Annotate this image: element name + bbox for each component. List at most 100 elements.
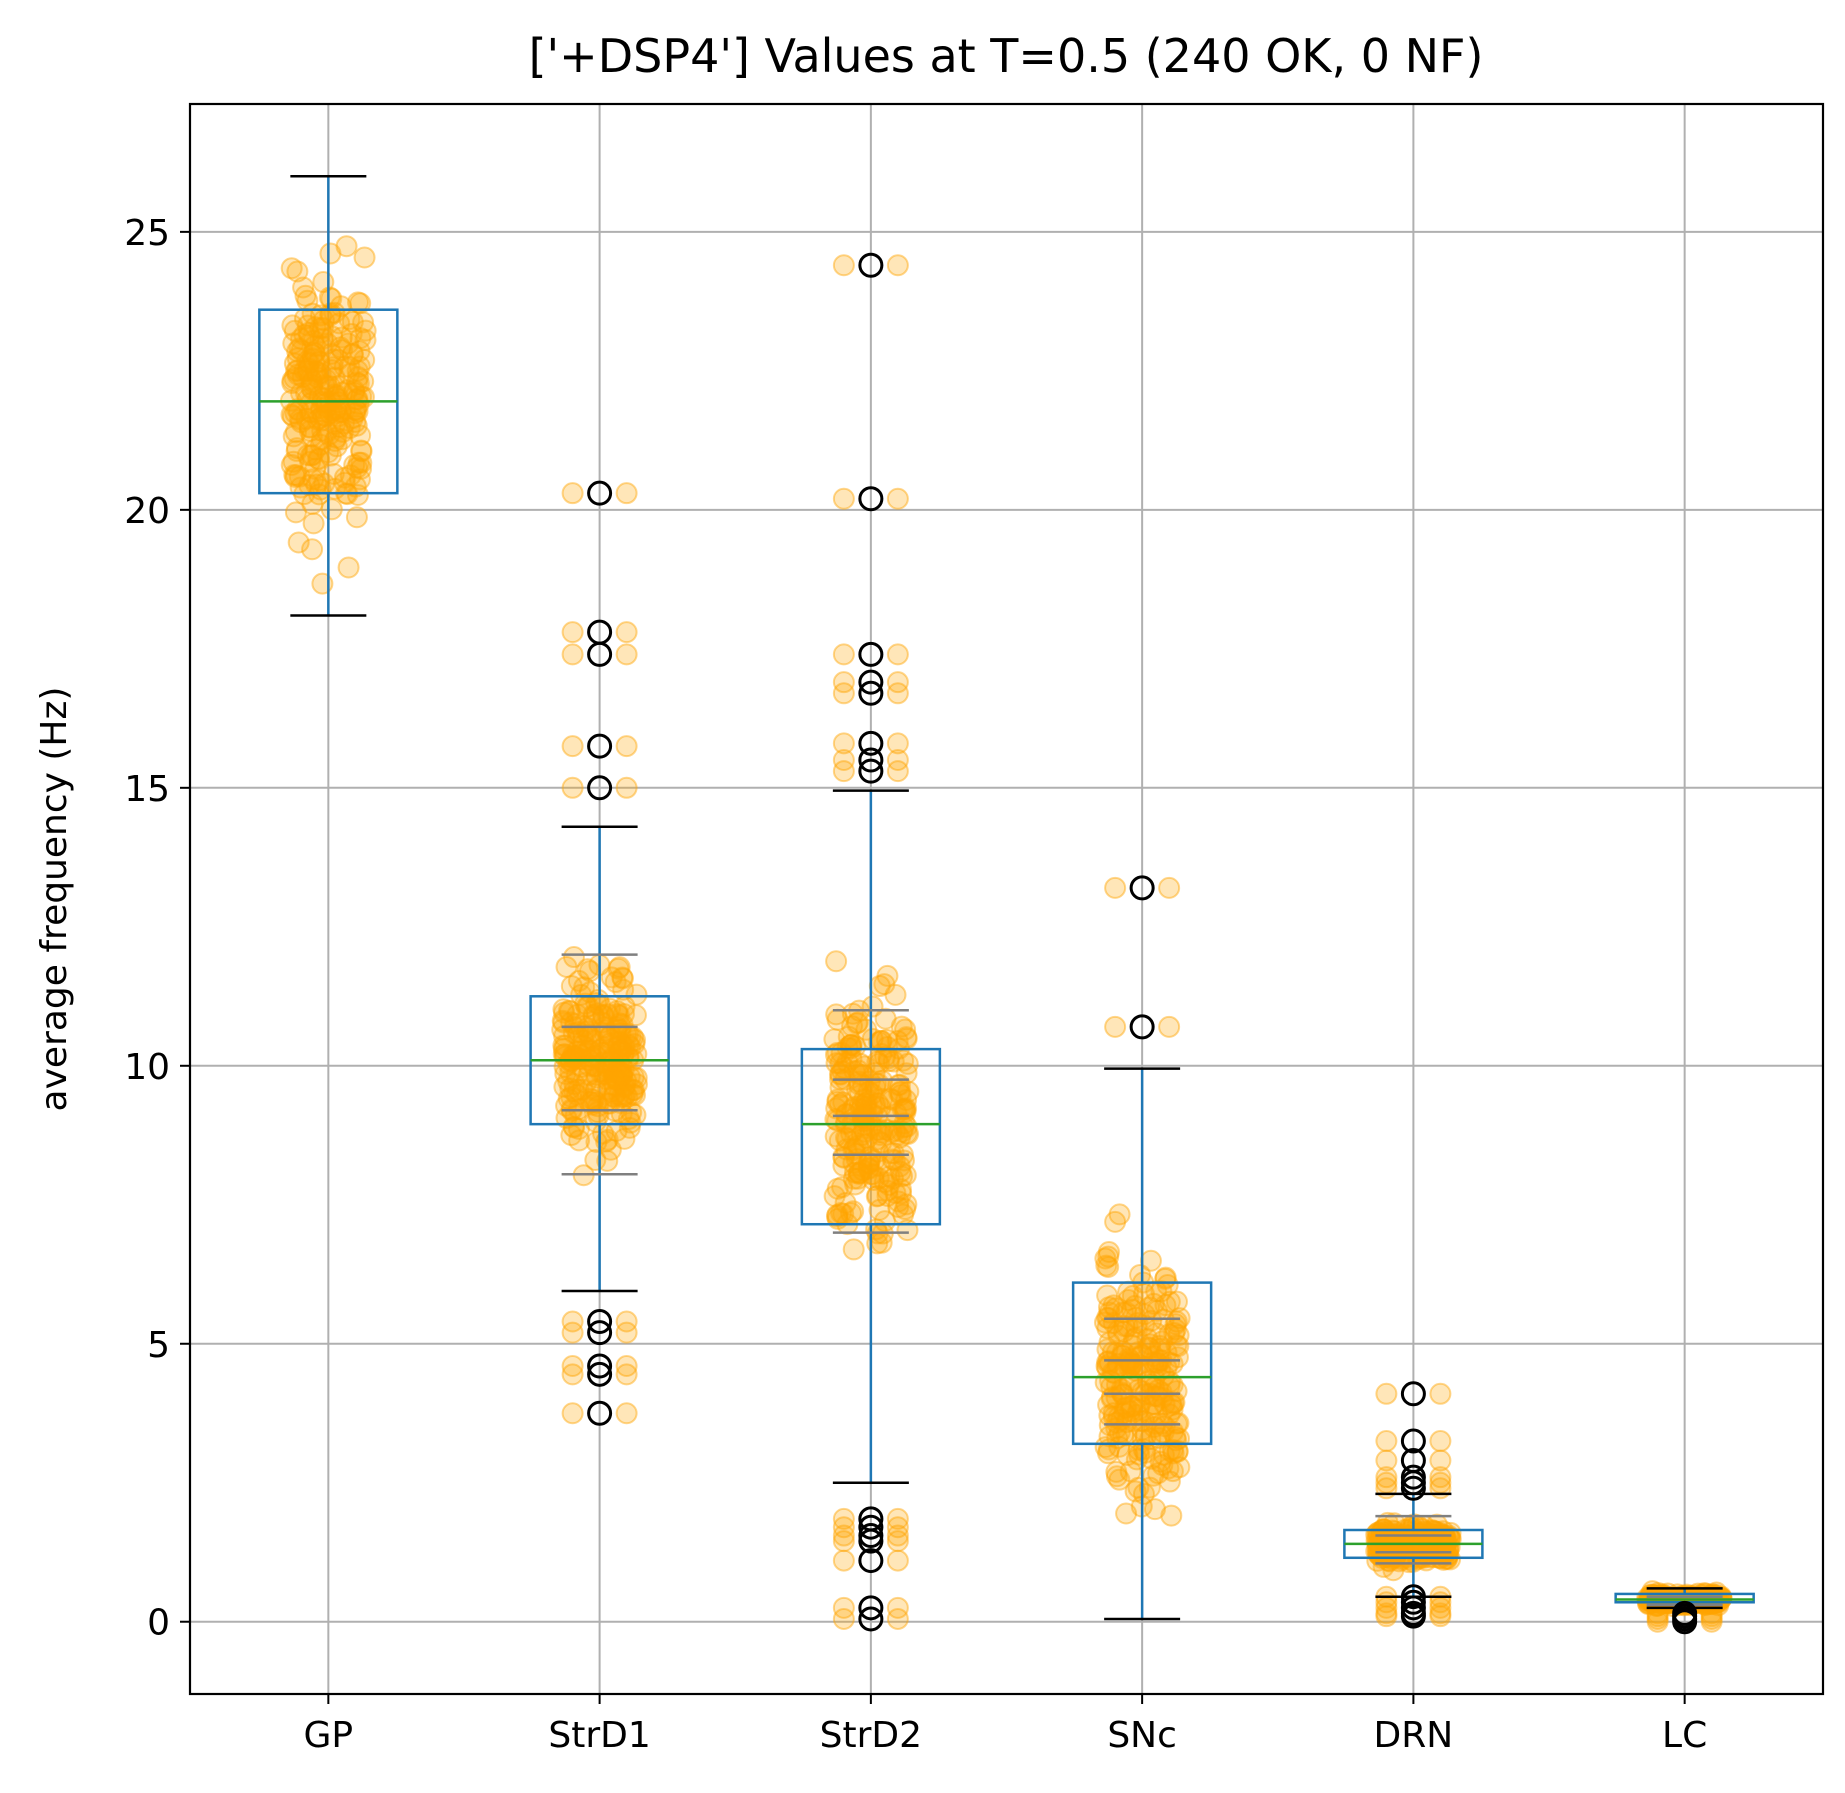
jitter-point [311, 386, 334, 409]
jitter-point [881, 1167, 904, 1190]
jitter-point [1147, 1379, 1170, 1402]
jitter-point [608, 1018, 631, 1041]
jitter-point [559, 1000, 582, 1023]
jitter-point [1096, 1284, 1119, 1307]
jitter-point [1374, 1521, 1397, 1544]
jitter-point [348, 468, 371, 491]
jitter-point [865, 1128, 888, 1151]
jitter-point [1117, 1288, 1140, 1311]
jitter-point [1429, 1449, 1452, 1472]
jitter-point [352, 311, 375, 334]
jitter-point [615, 1321, 638, 1344]
jitter-point [603, 1083, 626, 1106]
jitter-point [609, 1022, 632, 1045]
jitter-point [1163, 1391, 1186, 1414]
jitter-point [620, 1101, 643, 1124]
jitter-point [1097, 1245, 1120, 1268]
jitter-point [1097, 1438, 1120, 1461]
jitter-point [319, 444, 342, 467]
jitter-point [1142, 1292, 1165, 1315]
jitter-point [825, 1097, 848, 1120]
outlier-point [858, 252, 884, 278]
jitter-point [842, 1238, 865, 1261]
jitter-point [594, 1019, 617, 1042]
iqr-box [800, 1047, 942, 1226]
jitter-point [1146, 1299, 1169, 1322]
jitter-point [305, 360, 328, 383]
jitter-point [1131, 1380, 1154, 1403]
jitter-point [354, 319, 377, 342]
jitter-point [832, 682, 855, 705]
jitter-point [606, 1035, 629, 1058]
jitter-point [592, 1003, 615, 1026]
jitter-point [318, 375, 341, 398]
jitter-point [318, 423, 341, 446]
jitter-point [572, 1023, 595, 1046]
jitter-point [1157, 1457, 1180, 1480]
plot-frame [188, 102, 1825, 1696]
jitter-point [555, 955, 578, 978]
jitter-point [1165, 1334, 1188, 1357]
jitter-point [296, 360, 319, 383]
jitter-point [835, 1111, 858, 1134]
jitter-point [585, 1066, 608, 1089]
jitter-point [352, 370, 375, 393]
jitter-point [843, 1060, 866, 1083]
jitter-point [289, 408, 312, 431]
jitter-point [895, 1097, 918, 1120]
jitter-point [892, 1149, 915, 1172]
jitter-point [564, 1012, 587, 1035]
jitter-point [287, 531, 310, 554]
jitter-point [614, 1069, 637, 1092]
jitter-point [318, 286, 341, 309]
jitter-point [300, 444, 323, 467]
jitter-point [832, 1516, 855, 1539]
jitter-point [1107, 1352, 1130, 1375]
jitter-point [600, 1080, 623, 1103]
jitter-point [1167, 1324, 1190, 1347]
jitter-point [879, 1142, 902, 1165]
jitter-point [1161, 1352, 1184, 1375]
jitter-point [562, 1115, 585, 1138]
jitter-point [889, 1178, 912, 1201]
jitter-point [873, 1171, 896, 1194]
jitter-point [868, 975, 891, 998]
jitter-point [855, 1091, 878, 1114]
jitter-point [282, 450, 305, 473]
jitter-point [607, 957, 630, 980]
jitter-point [346, 359, 369, 382]
jitter-point [887, 1190, 910, 1213]
jitter-point [553, 1055, 576, 1078]
jitter-point [1160, 1394, 1183, 1417]
jitter-point [1700, 1610, 1723, 1633]
jitter-point [340, 322, 363, 345]
jitter-point [610, 1085, 633, 1108]
jitter-point [832, 1530, 855, 1553]
jitter-point [611, 1065, 634, 1088]
y-axis-ticks: 0 5 10 15 20 25 [124, 213, 190, 1644]
jitter-point [1366, 1549, 1389, 1572]
jitter-point [1120, 1395, 1143, 1418]
jitter-point [1422, 1539, 1445, 1562]
jitter-point [1120, 1298, 1143, 1321]
jitter-point [285, 437, 308, 460]
jitter-point [1116, 1315, 1139, 1338]
jitter-point [857, 1080, 880, 1103]
jitter-point [325, 426, 348, 449]
jitter-point [563, 1116, 586, 1139]
jitter-point [332, 412, 355, 435]
jitter-point [1151, 1330, 1174, 1353]
jitter-point [1155, 1341, 1178, 1364]
jitter-point [826, 1090, 849, 1113]
outlier-point [1400, 1381, 1426, 1407]
jitter-point [1137, 1336, 1160, 1359]
jitter-point [585, 1131, 608, 1154]
jitter-point [333, 355, 356, 378]
outlier-point [587, 1353, 613, 1379]
jitter-point [565, 1064, 588, 1087]
jitter-point [832, 254, 855, 277]
jitter-point [844, 1173, 867, 1196]
jitter-point [1115, 1301, 1138, 1324]
jitter-point [1124, 1326, 1147, 1349]
jitter-point [305, 473, 328, 496]
